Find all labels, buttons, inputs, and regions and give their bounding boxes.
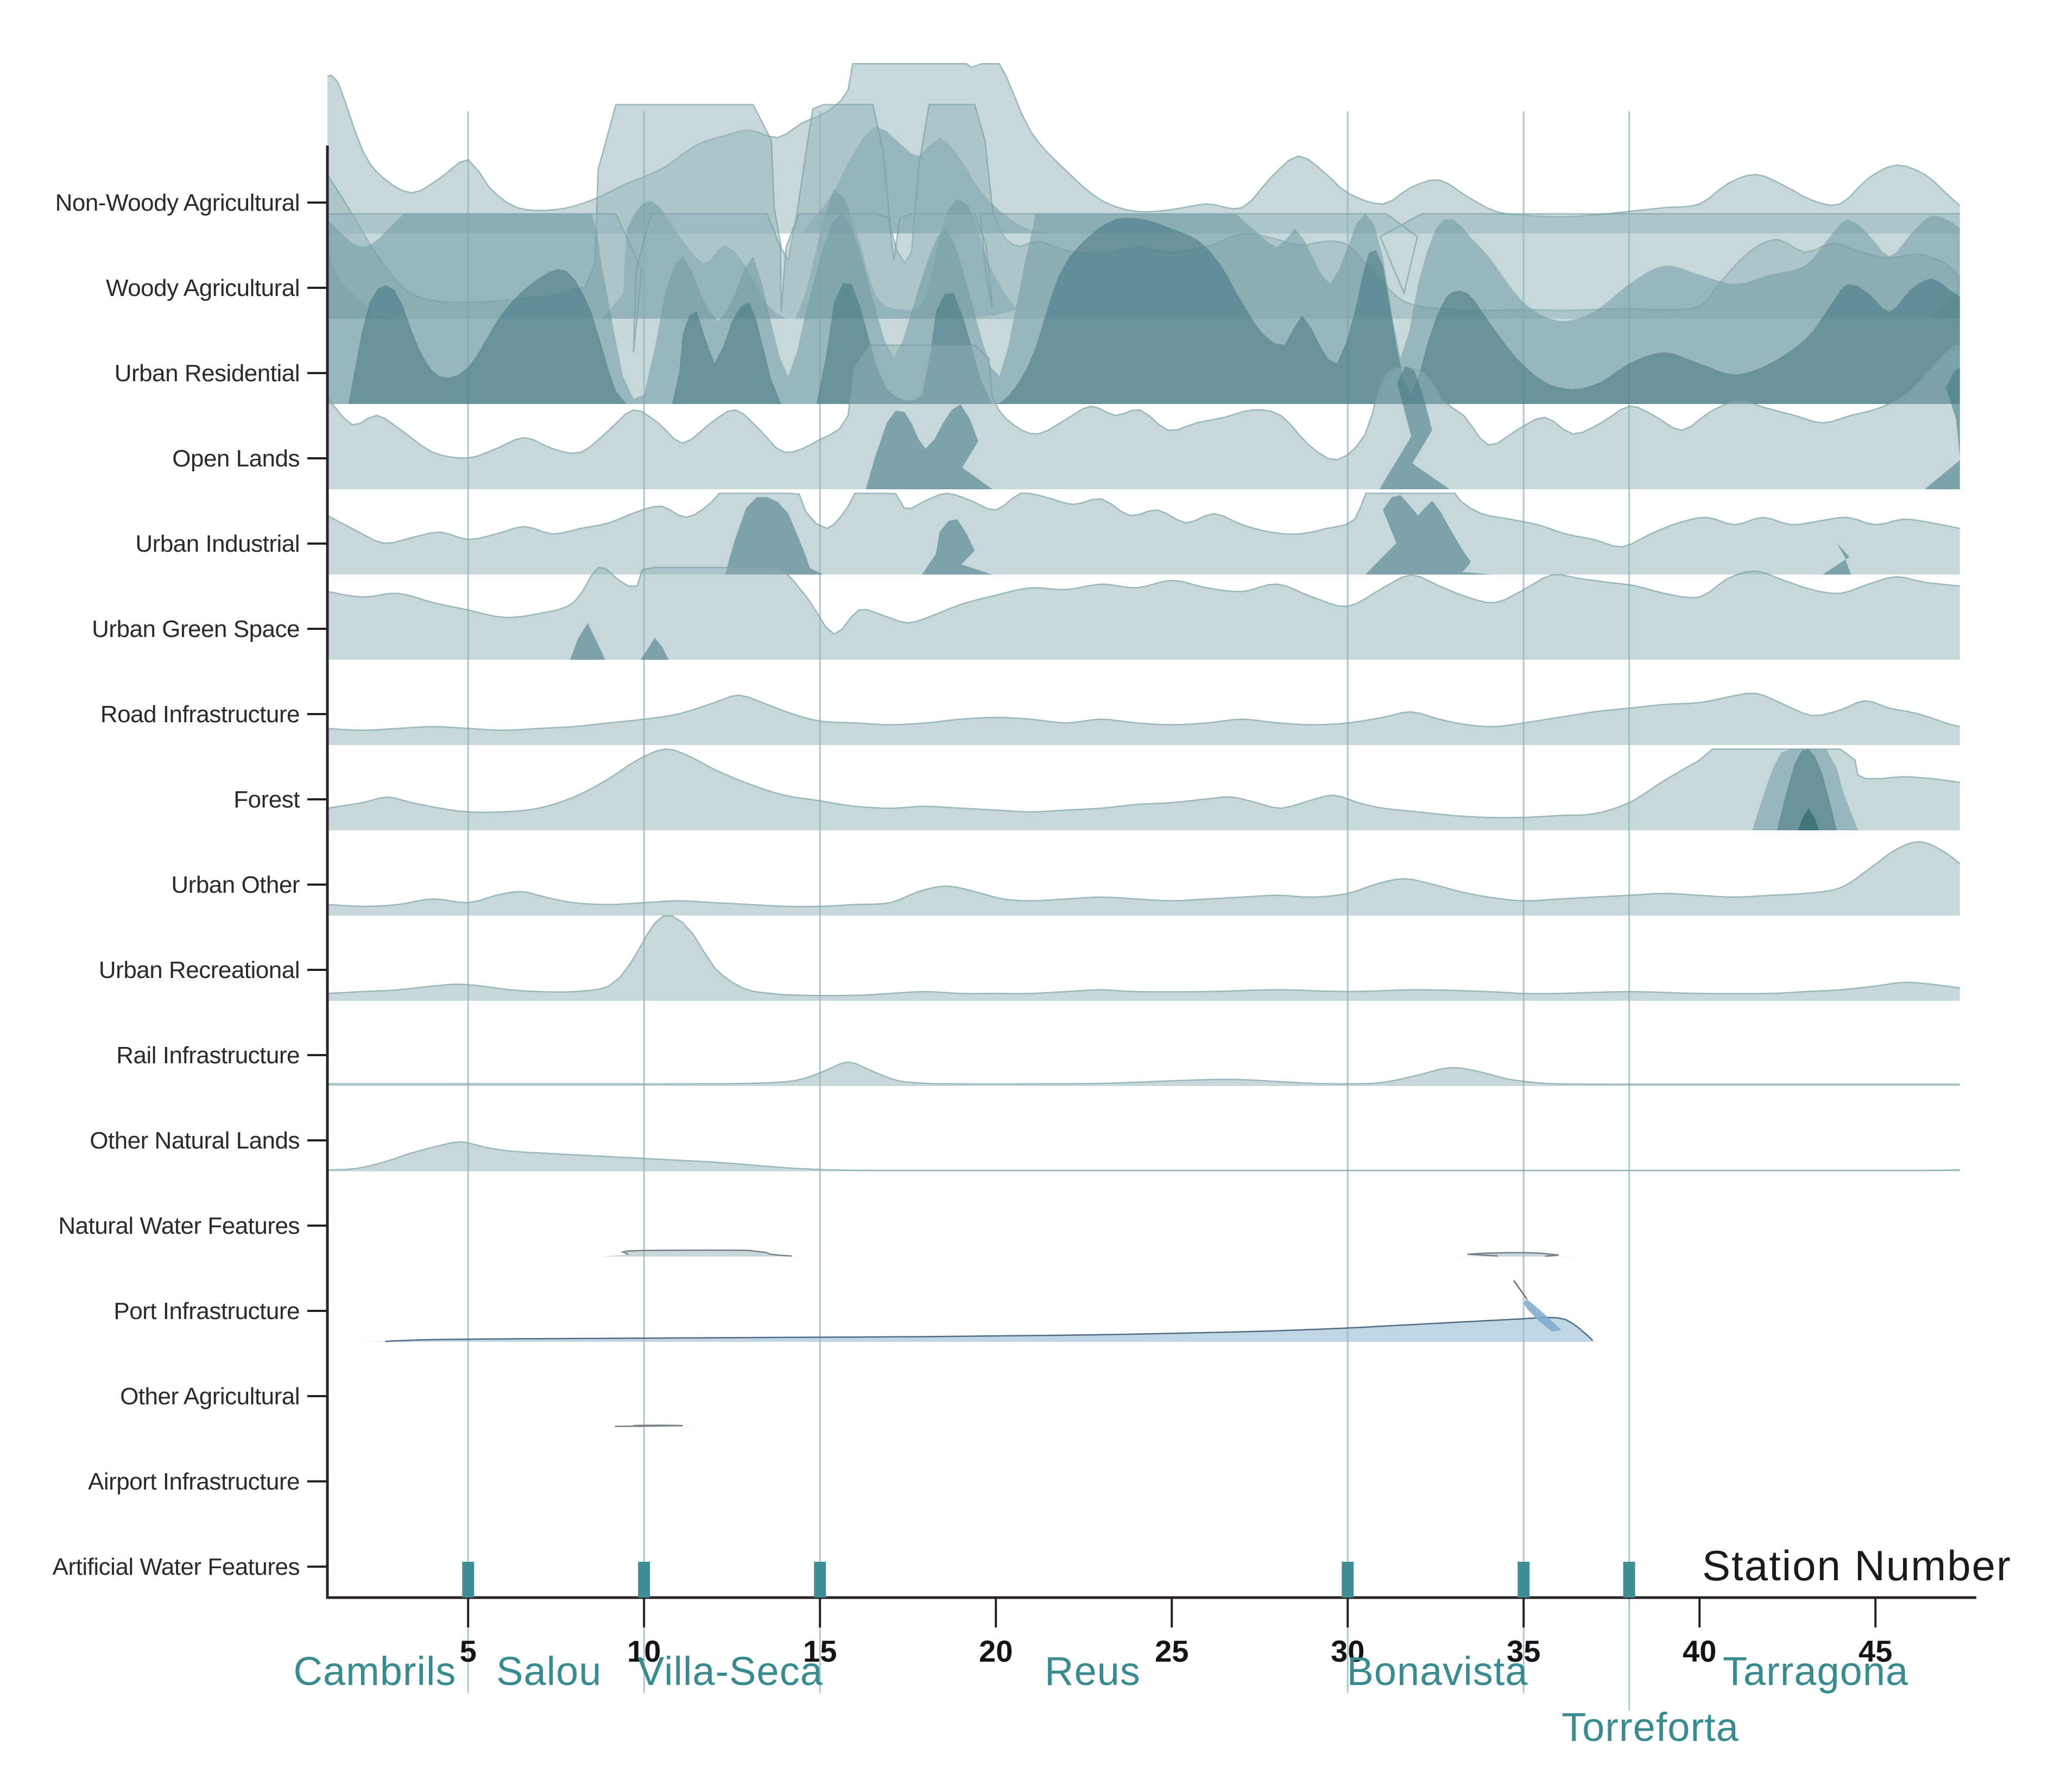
ridge-urban-residential-layer-2	[348, 217, 1960, 404]
ridge-urban-industrial-edge-0	[327, 493, 1960, 548]
axis-lines	[326, 146, 1976, 1599]
x-tick-label: 40	[1683, 1634, 1716, 1668]
ridge-forest-layer-3	[1798, 808, 1819, 830]
station-marker-15	[814, 1562, 826, 1598]
x-tick-label: 30	[1331, 1634, 1364, 1668]
y-axis-label: Artificial Water Features	[53, 1554, 300, 1580]
y-axis-label: Natural Water Features	[58, 1213, 300, 1239]
y-axis-label: Urban Recreational	[99, 957, 300, 983]
y-axis-label: Urban Residential	[115, 360, 300, 387]
station-marker-10	[638, 1562, 650, 1598]
city-label-villa-seca: Villa-Seca	[637, 1649, 823, 1694]
y-axis-label: Urban Green Space	[92, 616, 300, 642]
ridge-urban-industrial-layer-0	[327, 493, 1960, 575]
station-marker-38	[1623, 1562, 1635, 1598]
station-marker-30	[1342, 1562, 1354, 1598]
x-tick-label: 25	[1155, 1634, 1189, 1668]
ridge-open-lands-layer-0	[327, 345, 1960, 489]
y-axis-label: Non-Woody Agricultural	[55, 190, 300, 216]
y-axis-label: Airport Infrastructure	[88, 1468, 300, 1495]
x-tick-label: 10	[627, 1634, 661, 1668]
ridge-other-natural-lands-layer-0	[327, 1141, 1960, 1171]
x-tick-label: 15	[803, 1634, 837, 1668]
ridge-urban-recreational-edge-0	[327, 915, 1960, 996]
x-tick-label: 45	[1859, 1634, 1892, 1668]
ridge-port-infrastructure-edge-0	[385, 1316, 1594, 1342]
ridge-other-natural-lands-edge-0	[327, 1141, 1960, 1171]
ridge-urban-recreational-layer-0	[327, 916, 1960, 1001]
ridge-non-woody-agricultural-layer-0	[327, 64, 1960, 234]
ridge-urban-industrial-layer-1	[725, 495, 1851, 575]
city-label-salou: Salou	[496, 1649, 602, 1694]
port-hook	[1524, 1299, 1562, 1332]
city-label-torreforta: Torreforta	[1562, 1705, 1739, 1750]
ridge-forest-edge-0	[327, 748, 1960, 818]
city-label-bonavista: Bonavista	[1347, 1649, 1528, 1694]
x-tick-label: 5	[460, 1634, 477, 1668]
city-label-tarragona: Tarragona	[1722, 1649, 1909, 1694]
y-axis-label: Forest	[233, 786, 300, 813]
ridge-forest-layer-0	[327, 749, 1960, 830]
ridge-urban-green-space-edge-0	[327, 566, 1960, 635]
y-axis-label: Urban Industrial	[135, 531, 300, 557]
ridge-urban-green-space-layer-0	[327, 567, 1960, 660]
ridge-urban-other-edge-0	[327, 841, 1961, 907]
y-axis-label: Woody Agricultural	[106, 275, 300, 301]
ridge-open-lands-layer-1	[865, 366, 1960, 489]
city-label-cambrils: Cambrils	[293, 1649, 457, 1694]
city-label-reus: Reus	[1045, 1649, 1141, 1694]
ridge-natural-water-features-edge-0	[621, 1249, 1559, 1257]
y-axis-label: Port Infrastructure	[113, 1298, 300, 1324]
station-marker-5	[462, 1562, 475, 1598]
y-axis-label: Urban Other	[171, 872, 300, 898]
ridge-other-agricultural-layer-0	[327, 1425, 1960, 1427]
y-axis-label: Rail Infrastructure	[116, 1042, 300, 1069]
port-hook-tail	[1513, 1280, 1528, 1299]
ridge-other-agricultural-edge-0	[615, 1424, 683, 1427]
ridge-road-infrastructure-layer-0	[327, 693, 1960, 745]
station-marker-35	[1518, 1562, 1530, 1598]
ridge-non-woody-agricultural-edge-0	[327, 62, 1961, 218]
x-tick-label: 35	[1507, 1634, 1540, 1668]
y-axis-label: Road Infrastructure	[100, 701, 300, 728]
ridge-rail-infrastructure-edge-0	[327, 1061, 1960, 1085]
ridge-road-infrastructure-edge-0	[327, 692, 1960, 731]
ridge-urban-other-layer-0	[327, 842, 1960, 916]
ridge-open-lands-edge-0	[327, 344, 1960, 460]
ridge-forest-layer-2	[1777, 749, 1837, 830]
y-axis-label: Open Lands	[172, 445, 300, 472]
y-axis-label: Other Agricultural	[120, 1383, 300, 1410]
ridge-urban-green-space-layer-1	[570, 623, 669, 660]
x-axis-title: Station Number	[1702, 1542, 2012, 1589]
ridge-natural-water-features-layer-0	[327, 1250, 1960, 1257]
x-tick-label: 20	[979, 1634, 1013, 1668]
y-axis-label: Other Natural Lands	[90, 1127, 300, 1154]
